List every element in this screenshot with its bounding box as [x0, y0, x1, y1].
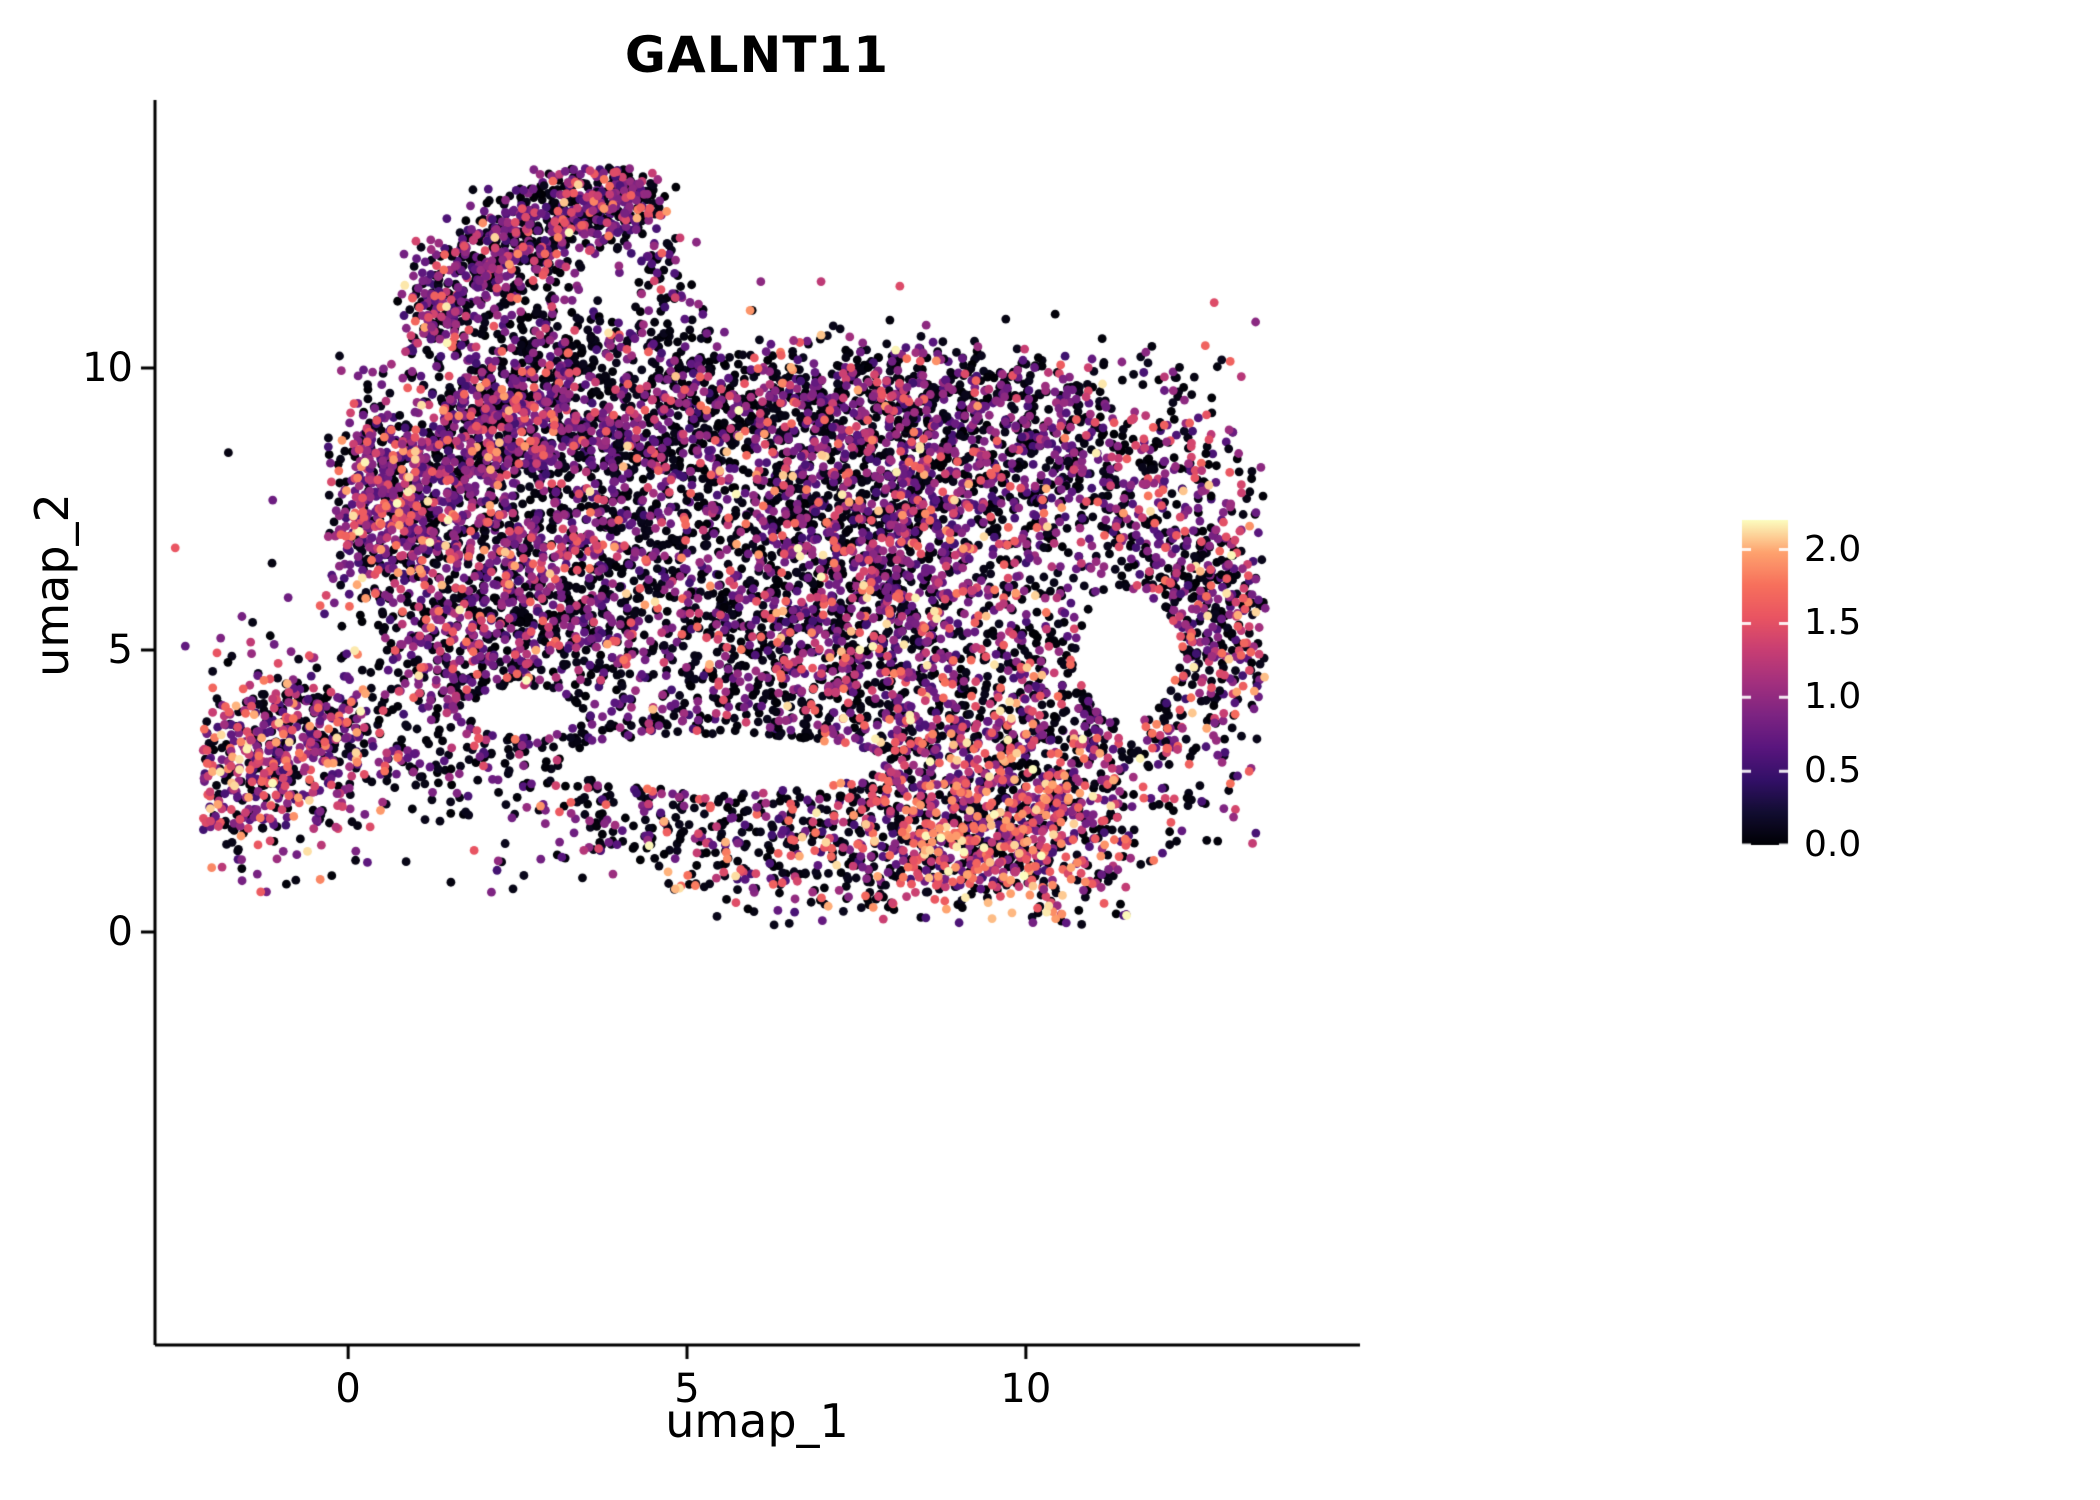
- x-axis-label: umap_1: [665, 1394, 849, 1448]
- x-tick-label-5: 5: [674, 1366, 700, 1412]
- y-axis-label: umap_2: [25, 493, 79, 677]
- x-tick-label-10: 10: [1000, 1366, 1052, 1412]
- colorbar-tick-label-1.5: 1.5: [1804, 602, 1862, 644]
- y-tick-label-10: 10: [82, 344, 133, 391]
- y-tick-label-5: 5: [107, 627, 133, 673]
- plot-title: GALNT11: [624, 26, 890, 84]
- colorbar-tick-label-0.5: 0.5: [1804, 750, 1862, 792]
- colorbar-tick-label-2.0: 2.0: [1804, 528, 1862, 570]
- colorbar-tick-label-1.0: 1.0: [1804, 676, 1862, 718]
- x-tick-label-0: 0: [335, 1366, 361, 1412]
- colorbar-tick-label-0.0: 0.0: [1804, 824, 1862, 865]
- y-tick-label-0: 0: [107, 909, 133, 956]
